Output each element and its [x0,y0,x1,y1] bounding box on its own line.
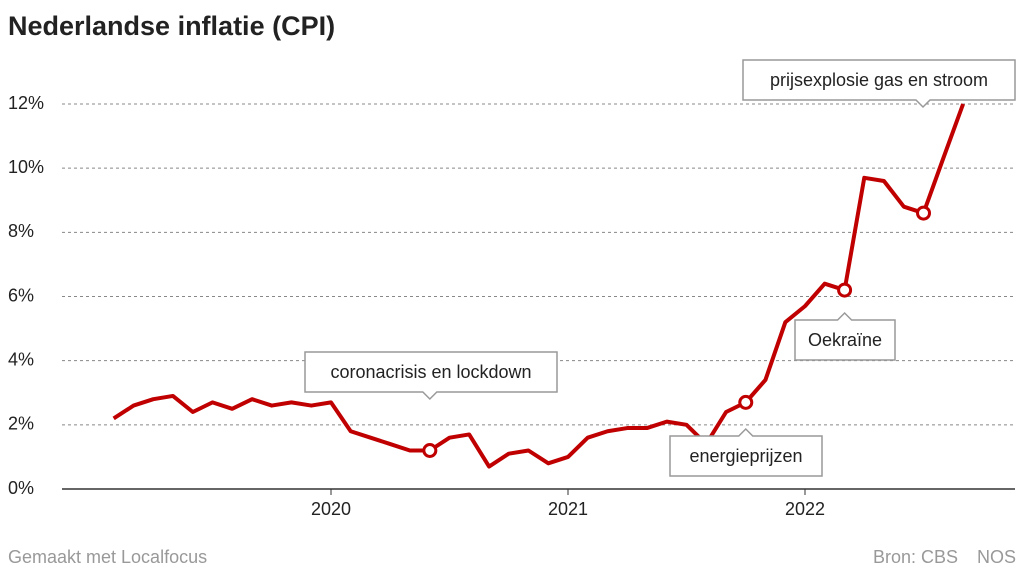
chart-title: Nederlandse inflatie (CPI) [8,11,335,41]
y-tick-label: 0% [8,478,34,498]
annotation-point [916,205,932,221]
footer-brand: NOS [977,547,1016,567]
x-tick-label: 2020 [311,499,351,519]
annotation-text: coronacrisis en lockdown [330,362,531,382]
y-tick-label: 4% [8,349,34,369]
y-tick-label: 12% [8,93,44,113]
x-tick-label: 2022 [785,499,825,519]
annotation-point [738,394,754,410]
data-line [112,103,965,469]
footer-source: Bron: CBS [873,547,958,567]
annotation-point [837,282,853,298]
y-tick-label: 2% [8,414,34,434]
y-tick-label: 6% [8,285,34,305]
annotation-point [422,443,438,458]
y-tick-label: 10% [8,157,44,177]
annotation-box [304,351,558,401]
annotation-text: prijsexplosie gas en stroom [770,70,988,90]
annotation-box [742,59,1016,109]
annotation-box [669,427,823,477]
annotation-box [794,311,896,361]
annotation-text: energieprijzen [689,446,802,466]
annotation-text: Oekraïne [808,330,882,350]
y-tick-label: 8% [8,221,34,241]
x-tick-label: 2021 [548,499,588,519]
footer-credit: Gemaakt met Localfocus [8,547,207,567]
